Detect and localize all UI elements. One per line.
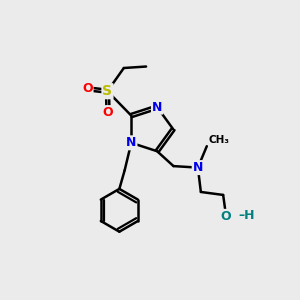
Text: S: S xyxy=(103,84,112,98)
Text: O: O xyxy=(82,82,93,95)
Text: N: N xyxy=(126,136,136,149)
Text: –H: –H xyxy=(238,209,255,222)
Text: O: O xyxy=(221,210,231,223)
Text: N: N xyxy=(193,161,203,174)
Text: CH₃: CH₃ xyxy=(208,135,229,145)
Text: O: O xyxy=(103,106,113,119)
Text: N: N xyxy=(152,100,162,114)
